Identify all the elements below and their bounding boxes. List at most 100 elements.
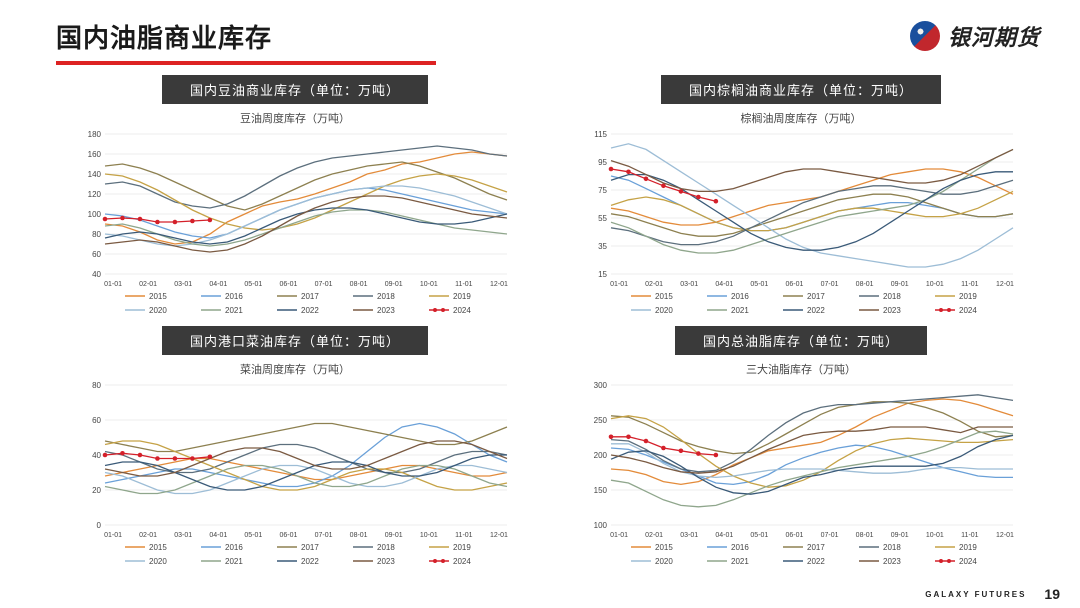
svg-text:04-01: 04-01 <box>715 532 733 539</box>
svg-text:80: 80 <box>92 381 101 390</box>
logo: 银河期货 <box>910 18 1040 52</box>
svg-text:2020: 2020 <box>149 306 167 315</box>
svg-text:10-01: 10-01 <box>926 281 944 288</box>
footer-label: GALAXY FUTURES <box>925 590 1026 599</box>
svg-text:2016: 2016 <box>731 292 749 301</box>
title-underline <box>56 61 436 65</box>
svg-text:2020: 2020 <box>655 557 673 566</box>
svg-text:2022: 2022 <box>807 306 825 315</box>
svg-text:01-01: 01-01 <box>104 532 122 539</box>
svg-text:04-01: 04-01 <box>209 281 227 288</box>
svg-text:10-01: 10-01 <box>420 532 438 539</box>
svg-text:2015: 2015 <box>149 543 167 552</box>
svg-text:2022: 2022 <box>301 306 319 315</box>
svg-text:2019: 2019 <box>959 543 977 552</box>
svg-text:250: 250 <box>594 416 608 425</box>
svg-text:2015: 2015 <box>655 543 673 552</box>
svg-text:40: 40 <box>92 270 101 279</box>
svg-text:2015: 2015 <box>149 292 167 301</box>
svg-text:75: 75 <box>598 186 607 195</box>
svg-text:08-01: 08-01 <box>856 281 874 288</box>
svg-text:09-01: 09-01 <box>891 532 909 539</box>
svg-text:150: 150 <box>594 486 608 495</box>
chart-grid: 国内豆油商业库存（单位：万吨） 豆油周度库存（万吨） 4060801001201… <box>0 65 1080 573</box>
svg-text:05-01: 05-01 <box>244 281 262 288</box>
svg-text:300: 300 <box>594 381 608 390</box>
svg-text:02-01: 02-01 <box>139 532 157 539</box>
svg-text:03-01: 03-01 <box>174 532 192 539</box>
svg-text:05-01: 05-01 <box>750 281 768 288</box>
svg-text:2019: 2019 <box>959 292 977 301</box>
svg-text:03-01: 03-01 <box>680 281 698 288</box>
svg-text:2021: 2021 <box>731 557 749 566</box>
panel-title: 国内总油脂库存（单位：万吨） <box>675 326 927 355</box>
title-wrap: 国内油脂商业库存 <box>56 18 436 65</box>
svg-text:2017: 2017 <box>301 292 319 301</box>
page-number: 19 <box>1044 586 1060 602</box>
svg-text:05-01: 05-01 <box>244 532 262 539</box>
svg-text:15: 15 <box>598 270 607 279</box>
svg-text:2017: 2017 <box>807 543 825 552</box>
panel-palm: 国内棕榈油商业库存（单位：万吨） 棕榈油周度库存（万吨） 15355575951… <box>562 75 1040 322</box>
svg-text:03-01: 03-01 <box>174 281 192 288</box>
panel-subtitle: 三大油脂库存（万吨） <box>746 361 856 377</box>
panel-title: 国内港口菜油库存（单位：万吨） <box>162 326 428 355</box>
svg-text:95: 95 <box>598 158 607 167</box>
panel-soybean: 国内豆油商业库存（单位：万吨） 豆油周度库存（万吨） 4060801001201… <box>56 75 534 322</box>
svg-text:140: 140 <box>88 170 102 179</box>
svg-text:60: 60 <box>92 250 101 259</box>
svg-text:0: 0 <box>97 521 102 530</box>
svg-text:2020: 2020 <box>655 306 673 315</box>
panel-subtitle: 棕榈油周度库存（万吨） <box>741 110 862 126</box>
svg-text:12-01: 12-01 <box>490 281 508 288</box>
svg-text:01-01: 01-01 <box>104 281 122 288</box>
svg-text:02-01: 02-01 <box>645 281 663 288</box>
svg-text:2017: 2017 <box>807 292 825 301</box>
svg-text:01-01: 01-01 <box>610 281 628 288</box>
svg-text:2016: 2016 <box>225 543 243 552</box>
svg-text:160: 160 <box>88 150 102 159</box>
svg-text:06-01: 06-01 <box>280 281 298 288</box>
svg-text:01-01: 01-01 <box>610 532 628 539</box>
logo-text: 银河期货 <box>948 20 1040 52</box>
svg-text:11-01: 11-01 <box>961 532 978 539</box>
svg-text:2018: 2018 <box>883 292 901 301</box>
svg-text:10-01: 10-01 <box>420 281 438 288</box>
svg-text:07-01: 07-01 <box>315 532 333 539</box>
svg-text:2023: 2023 <box>883 306 901 315</box>
svg-text:2015: 2015 <box>655 292 673 301</box>
svg-text:2019: 2019 <box>453 543 471 552</box>
svg-text:2023: 2023 <box>377 306 395 315</box>
svg-text:20: 20 <box>92 486 101 495</box>
svg-text:08-01: 08-01 <box>350 281 368 288</box>
svg-text:07-01: 07-01 <box>315 281 333 288</box>
svg-text:11-01: 11-01 <box>455 281 472 288</box>
panel-rapeseed: 国内港口菜油库存（单位：万吨） 菜油周度库存（万吨） 02040608001-0… <box>56 326 534 573</box>
panel-subtitle: 豆油周度库存（万吨） <box>240 110 350 126</box>
svg-text:05-01: 05-01 <box>750 532 768 539</box>
header: 国内油脂商业库存 银河期货 <box>0 0 1080 65</box>
svg-text:180: 180 <box>88 130 102 139</box>
panel-title: 国内棕榈油商业库存（单位：万吨） <box>661 75 941 104</box>
svg-text:10-01: 10-01 <box>926 532 944 539</box>
svg-text:35: 35 <box>598 242 607 251</box>
svg-text:2023: 2023 <box>377 557 395 566</box>
chart-rapeseed: 02040608001-0102-0103-0104-0105-0106-010… <box>75 379 515 573</box>
panel-subtitle: 菜油周度库存（万吨） <box>240 361 350 377</box>
chart-total: 10015020025030001-0102-0103-0104-0105-01… <box>581 379 1021 573</box>
chart-soybean: 40608010012014016018001-0102-0103-0104-0… <box>75 128 515 322</box>
svg-text:09-01: 09-01 <box>385 281 403 288</box>
svg-text:2018: 2018 <box>377 292 395 301</box>
svg-text:2016: 2016 <box>731 543 749 552</box>
svg-text:08-01: 08-01 <box>350 532 368 539</box>
svg-text:03-01: 03-01 <box>680 532 698 539</box>
svg-text:2022: 2022 <box>807 557 825 566</box>
svg-text:2024: 2024 <box>959 557 977 566</box>
svg-text:2018: 2018 <box>377 543 395 552</box>
svg-text:06-01: 06-01 <box>786 532 804 539</box>
svg-text:09-01: 09-01 <box>891 281 909 288</box>
svg-text:200: 200 <box>594 451 608 460</box>
svg-text:2021: 2021 <box>225 306 243 315</box>
svg-text:2019: 2019 <box>453 292 471 301</box>
chart-palm: 153555759511501-0102-0103-0104-0105-0106… <box>581 128 1021 322</box>
